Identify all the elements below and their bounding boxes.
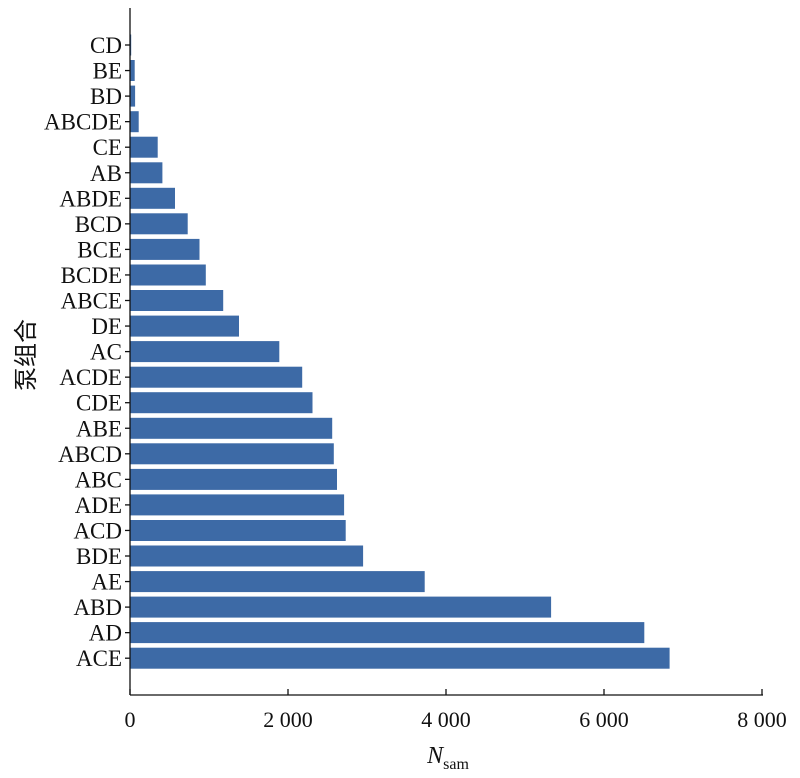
x-tick-label-2000: 2 000 [263, 707, 313, 732]
bar-abc [130, 468, 337, 490]
category-label-ae: AE [91, 570, 122, 595]
bar-ae [130, 571, 425, 593]
category-label-bce: BCE [77, 237, 122, 262]
category-label-ac: AC [90, 340, 122, 365]
category-labels: CDBEBDABCDECEABABDEBCDBCEBCDEABCEDEACACD… [44, 33, 130, 671]
bar-bcde [130, 264, 206, 286]
bar-acde [130, 366, 303, 388]
category-label-acd: ACD [73, 518, 122, 543]
category-label-bd: BD [90, 84, 122, 109]
bar-abe [130, 417, 333, 439]
category-label-abce: ABCE [61, 289, 122, 314]
bars-group [130, 34, 670, 669]
category-label-cde: CDE [76, 391, 122, 416]
x-tick-label-4000: 4 000 [421, 707, 471, 732]
category-label-ace: ACE [76, 646, 122, 671]
bar-ace [130, 647, 670, 669]
x-axis-title-sub: sam [443, 756, 469, 773]
y-axis-title: 泵组合 [13, 319, 40, 391]
category-label-abd: ABD [73, 595, 122, 620]
bar-be [130, 60, 135, 81]
category-label-ad: AD [89, 621, 122, 646]
bar-ad [130, 622, 645, 644]
category-label-ce: CE [93, 135, 122, 160]
x-axis-title: Nsam [426, 743, 469, 773]
category-label-abe: ABE [76, 416, 122, 441]
bar-abd [130, 596, 552, 618]
x-tick-label-6000: 6 000 [579, 707, 629, 732]
bar-abce [130, 290, 224, 311]
bar-bde [130, 545, 364, 567]
category-label-bde: BDE [76, 544, 122, 569]
category-label-be: BE [93, 59, 122, 84]
bar-bce [130, 238, 200, 260]
category-label-ab: AB [90, 161, 122, 186]
category-label-abcde: ABCDE [44, 110, 122, 135]
bar-de [130, 315, 239, 337]
category-label-de: DE [91, 314, 122, 339]
category-label-abde: ABDE [59, 186, 122, 211]
category-label-cd: CD [90, 33, 122, 58]
bar-cde [130, 392, 313, 414]
category-label-abcd: ABCD [58, 442, 122, 467]
bar-bcd [130, 213, 188, 235]
category-label-abc: ABC [75, 467, 122, 492]
bar-bd [130, 85, 136, 107]
x-tick-label-8000: 8 000 [737, 707, 787, 732]
bar-abcde [130, 111, 139, 133]
x-ticks: 0 2 000 4 000 6 000 8 000 [125, 689, 787, 732]
category-label-bcd: BCD [75, 212, 122, 237]
bar-acd [130, 520, 346, 541]
bar-abde [130, 187, 175, 209]
category-label-acde: ACDE [59, 365, 122, 390]
category-label-ade: ADE [75, 493, 122, 518]
bar-ce [130, 136, 158, 158]
x-tick-label-0: 0 [125, 707, 136, 732]
bar-ade [130, 494, 345, 516]
category-label-bcde: BCDE [61, 263, 122, 288]
bar-abcd [130, 443, 334, 465]
bar-ac [130, 341, 280, 363]
x-axis-title-main: N [426, 743, 445, 769]
bar-ab [130, 162, 163, 184]
